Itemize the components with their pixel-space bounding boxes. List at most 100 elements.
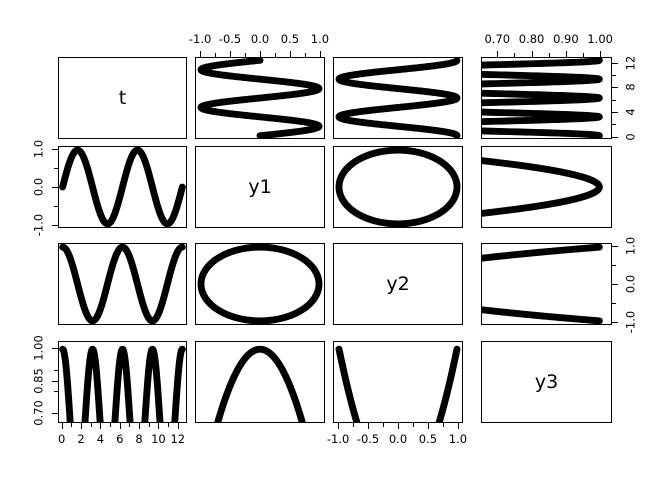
tick-label-bottom-t-4: 8 — [135, 432, 143, 446]
tick-mark-bottom-minor-t-0 — [71, 423, 73, 427]
tick-mark-left-minor-y3-0 — [54, 412, 58, 414]
tick-mark-top-minor-y1-3 — [304, 53, 306, 57]
diagonal-panel-t: t — [58, 57, 187, 139]
tick-label-right-t-0: 0 — [623, 132, 638, 141]
tick-label-right-y2-1: 0.0 — [623, 274, 638, 294]
tick-mark-bottom-t-4 — [139, 423, 141, 429]
scatter-panel-t-vs-y2 — [333, 57, 463, 139]
tick-mark-left-minor-y1-3 — [54, 168, 58, 170]
tick-label-bottom-y2-1: -0.5 — [356, 432, 380, 446]
tick-mark-right-minor-t-5 — [612, 75, 616, 77]
tick-label-right-y2-0: -1.0 — [623, 310, 638, 334]
variable-label-y3: y3 — [534, 371, 559, 393]
tick-label-bottom-t-1: 2 — [77, 432, 85, 446]
tick-mark-left-minor-y1-4 — [54, 149, 58, 151]
tick-mark-top-minor-y3-0 — [514, 53, 516, 57]
tick-mark-top-minor-y1-0 — [215, 53, 217, 57]
tick-mark-bottom-minor-y2-3 — [442, 423, 444, 427]
tick-label-left-y3-1: 0.85 — [31, 367, 46, 394]
tick-label-bottom-t-6: 12 — [170, 432, 186, 446]
tick-label-left-y3-0: 0.70 — [31, 399, 46, 426]
tick-mark-top-minor-y3-1 — [548, 53, 550, 57]
tick-mark-top-y1-1 — [230, 51, 232, 57]
tick-mark-right-minor-t-6 — [612, 62, 616, 64]
tick-mark-right-minor-t-1 — [612, 124, 616, 126]
tick-mark-top-y3-0 — [497, 51, 499, 57]
tick-mark-left-y3-1 — [52, 380, 58, 382]
scatter-panel-t-vs-y3 — [481, 57, 612, 139]
tick-mark-bottom-t-3 — [119, 423, 121, 429]
tick-mark-bottom-minor-t-4 — [148, 423, 150, 427]
tick-mark-bottom-minor-t-3 — [129, 423, 131, 427]
tick-mark-top-y1-0 — [200, 51, 202, 57]
tick-mark-bottom-minor-y2-2 — [412, 423, 414, 427]
tick-mark-bottom-t-1 — [81, 423, 83, 429]
tick-mark-right-minor-y2-3 — [612, 265, 616, 267]
tick-mark-bottom-y2-2 — [398, 423, 399, 429]
scatter-panel-y1-vs-t — [58, 146, 187, 228]
tick-mark-right-minor-t-0 — [612, 136, 616, 138]
tick-mark-bottom-y2-0 — [338, 423, 340, 429]
tick-mark-right-minor-t-2 — [612, 112, 616, 114]
tick-label-top-y1-3: 0.5 — [280, 32, 300, 46]
scatter-panel-t-vs-y1 — [195, 57, 325, 139]
tick-label-top-y3-1: 0.80 — [518, 32, 545, 46]
tick-label-top-y1-0: -1.0 — [188, 32, 212, 46]
tick-mark-top-minor-y3-2 — [583, 53, 585, 57]
tick-label-top-y1-2: 0.0 — [250, 32, 270, 46]
tick-mark-left-minor-y1-1 — [54, 205, 58, 207]
tick-label-top-y3-0: 0.70 — [484, 32, 511, 46]
tick-mark-right-minor-t-3 — [612, 99, 616, 101]
tick-label-bottom-y2-2: 0.0 — [388, 432, 408, 446]
tick-label-left-y1-0: -1.0 — [31, 213, 46, 237]
tick-mark-bottom-y2-4 — [457, 423, 459, 429]
tick-mark-bottom-minor-t-5 — [168, 423, 170, 427]
tick-label-bottom-t-2: 4 — [96, 432, 105, 446]
tick-mark-left-minor-y1-0 — [54, 224, 58, 226]
tick-label-right-y2-2: 1.0 — [623, 237, 638, 256]
tick-mark-top-y3-1 — [531, 51, 533, 57]
tick-mark-top-y1-4 — [319, 51, 321, 57]
tick-label-left-y1-2: 1.0 — [31, 140, 46, 159]
tick-label-left-y3-2: 1.00 — [31, 335, 46, 362]
tick-mark-bottom-minor-t-1 — [90, 423, 92, 427]
tick-label-right-t-3: 12 — [623, 55, 638, 71]
variable-label-y1: y1 — [248, 176, 272, 198]
diagonal-panel-y1: y1 — [195, 146, 325, 228]
tick-label-bottom-y2-3: 0.5 — [418, 432, 438, 446]
tick-label-right-t-2: 8 — [623, 83, 638, 92]
tick-mark-right-minor-y2-1 — [612, 302, 616, 304]
variable-label-y2: y2 — [386, 273, 410, 295]
tick-label-left-y1-1: 0.0 — [31, 177, 46, 197]
tick-mark-top-y1-2 — [260, 51, 261, 57]
tick-mark-bottom-t-5 — [158, 423, 160, 429]
tick-mark-bottom-minor-y2-1 — [383, 423, 385, 427]
tick-label-top-y1-4: 1.0 — [310, 32, 330, 46]
tick-label-bottom-y2-4: 1.0 — [448, 432, 468, 446]
scatter-panel-y2-vs-t — [58, 243, 187, 325]
tick-mark-top-y1-3 — [289, 51, 291, 57]
tick-mark-left-minor-y3-1 — [54, 391, 58, 393]
tick-mark-top-minor-y1-1 — [245, 53, 247, 57]
tick-label-top-y1-1: -0.5 — [218, 32, 242, 46]
tick-mark-left-minor-y1-2 — [54, 187, 58, 188]
tick-label-bottom-t-3: 6 — [116, 432, 124, 446]
tick-mark-right-minor-y2-0 — [612, 321, 616, 323]
tick-mark-bottom-t-2 — [100, 423, 102, 429]
diagonal-panel-y2: y2 — [333, 243, 463, 325]
tick-mark-right-minor-y2-4 — [612, 246, 616, 248]
tick-mark-bottom-minor-y2-0 — [353, 423, 355, 427]
tick-label-bottom-y2-0: -1.0 — [326, 432, 350, 446]
tick-mark-left-minor-y3-3 — [54, 348, 58, 350]
tick-mark-top-minor-y1-2 — [274, 53, 276, 57]
scatter-panel-y1-vs-y3 — [481, 146, 612, 228]
tick-mark-bottom-t-6 — [177, 423, 179, 429]
scatter-panel-y2-vs-y1 — [195, 243, 325, 325]
tick-mark-bottom-minor-t-2 — [110, 423, 112, 427]
tick-label-bottom-t-0: 0 — [58, 432, 66, 446]
scatter-panel-y3-vs-t — [58, 341, 187, 423]
tick-mark-bottom-y2-1 — [368, 423, 370, 429]
scatter-panel-y2-vs-y3 — [481, 243, 612, 325]
tick-label-top-y3-2: 0.90 — [553, 32, 579, 46]
